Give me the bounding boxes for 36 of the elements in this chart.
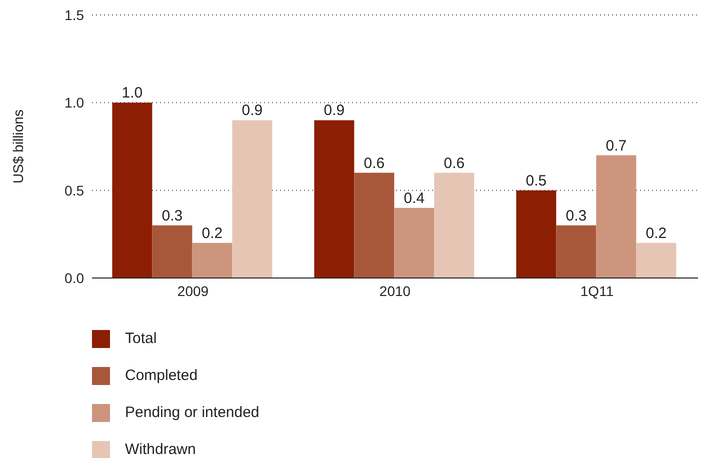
legend-label: Completed <box>125 367 198 384</box>
bar <box>556 225 596 278</box>
bar <box>596 155 636 278</box>
data-label: 0.9 <box>324 102 345 120</box>
data-label: 0.3 <box>162 207 183 224</box>
y-axis-title: US$ billions <box>10 110 26 184</box>
y-tick-label: 1.5 <box>64 6 84 23</box>
legend-label: Total <box>125 330 157 347</box>
x-tick-label: 1Q11 <box>580 282 614 299</box>
bar <box>232 120 272 278</box>
bar <box>152 225 192 278</box>
bar <box>434 172 474 278</box>
data-label: 1.0 <box>122 84 143 102</box>
data-label: 0.5 <box>526 172 547 190</box>
data-label: 0.7 <box>606 137 627 154</box>
data-label: 0.9 <box>242 102 263 120</box>
legend-label: Pending or intended <box>125 404 260 421</box>
legend-label: Withdrawn <box>125 441 196 458</box>
bar <box>192 242 232 278</box>
data-label: 0.4 <box>404 190 425 207</box>
y-tick-label: 0.5 <box>64 182 84 198</box>
data-label: 0.6 <box>444 154 465 172</box>
data-label: 0.2 <box>646 224 667 242</box>
y-tick-label: 0.0 <box>64 270 84 286</box>
bar <box>314 120 354 278</box>
data-label: 0.2 <box>202 224 223 242</box>
bar <box>636 242 676 278</box>
x-tick-label: 2009 <box>177 282 209 299</box>
bar <box>354 172 394 278</box>
data-label: 0.3 <box>566 207 587 224</box>
bar <box>112 102 152 278</box>
y-tick-label: 1.0 <box>64 94 84 111</box>
bar <box>394 208 434 278</box>
bar <box>516 190 556 278</box>
x-tick-label: 2010 <box>379 282 411 299</box>
data-label: 0.6 <box>364 154 385 172</box>
